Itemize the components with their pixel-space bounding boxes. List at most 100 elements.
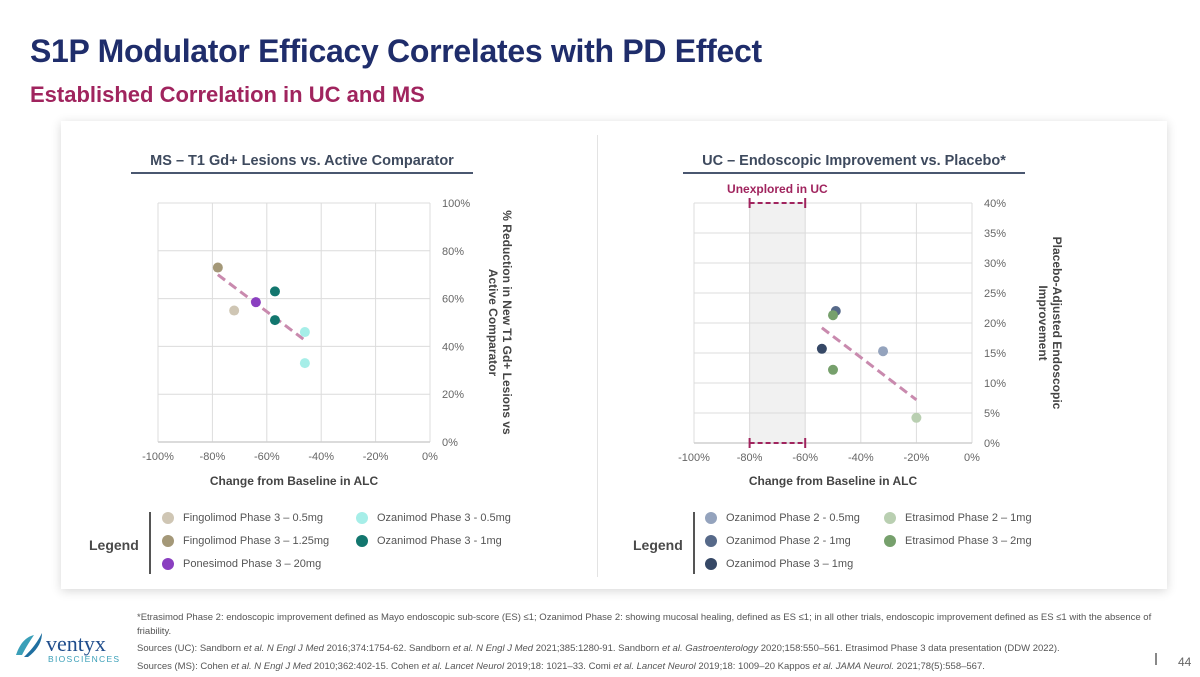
- y-axis-label-line: Active Comparator: [486, 269, 500, 377]
- sources-uc: Sources (UC): Sandborn et al. N Engl J M…: [137, 642, 1167, 656]
- ms-legend-title: Legend: [89, 537, 139, 553]
- y-tick-label: 5%: [984, 408, 1000, 420]
- footnotes: *Etrasimod Phase 2: endoscopic improveme…: [137, 611, 1167, 677]
- y-axis-label: Placebo-Adjusted EndoscopicImprovement: [1036, 237, 1064, 410]
- legend-item: Etrasimod Phase 2 – 1mg: [884, 512, 1032, 524]
- legend-swatch: [356, 535, 368, 547]
- data-point: [250, 297, 261, 308]
- data-point: [816, 343, 827, 354]
- legend-swatch: [162, 512, 174, 524]
- ms-chart-title-underline: [131, 172, 473, 174]
- x-tick-label: -40%: [308, 451, 334, 463]
- card-divider: [597, 135, 598, 577]
- uc-chart-title-underline: [683, 172, 1025, 174]
- x-tick-label: -20%: [904, 452, 930, 464]
- sources-uc-label: Sources (UC):: [137, 643, 200, 654]
- legend-item-label: Fingolimod Phase 3 – 1.25mg: [183, 535, 330, 547]
- legend-item-label: Ponesimod Phase 3 – 20mg: [183, 558, 322, 570]
- page-number: 44: [1178, 655, 1192, 669]
- y-tick-label: 0%: [442, 437, 458, 449]
- x-tick-label: -100%: [142, 451, 174, 463]
- uc-chart-title: UC – Endoscopic Improvement vs. Placebo*: [702, 153, 1006, 169]
- source-fragment: et al. Gastroenterology: [661, 643, 759, 654]
- legend-item: Fingolimod Phase 3 – 1.25mg: [162, 535, 329, 547]
- y-tick-label: 40%: [442, 341, 464, 353]
- sources-ms-text: Cohen et al. N Engl J Med 2010;362:402-1…: [200, 661, 985, 672]
- x-tick-label: -60%: [254, 451, 280, 463]
- y-axis-label-line: % Reduction in New T1 Gd+ Lesions vs: [500, 210, 514, 435]
- legend-item-label: Ozanimod Phase 3 - 1mg: [377, 535, 502, 547]
- x-tick-label: -40%: [848, 452, 874, 464]
- uc-legend-title: Legend: [633, 537, 683, 553]
- logo-tagline: BIOSCIENCES: [48, 654, 120, 664]
- ms-chart: -100% -80% -60% -40% -20% 0% 0% 20% 40% 60% 80% 100…: [142, 198, 514, 488]
- page-subtitle: Established Correlation in UC and MS: [30, 82, 425, 107]
- sources-uc-text: Sandborn et al. N Engl J Med 2016;374:17…: [200, 643, 1060, 654]
- data-point: [299, 327, 310, 338]
- ms-chart-title: MS – T1 Gd+ Lesions vs. Active Comparato…: [150, 153, 454, 169]
- uc-chart: -100% -80% -60% -40% -20% 0% 0% 5% 10% 15% 20% 25% 3…: [678, 182, 1064, 488]
- y-tick-label: 15%: [984, 348, 1006, 360]
- unexplored-label: Unexplored in UC: [727, 182, 828, 196]
- y-tick-label: 35%: [984, 228, 1006, 240]
- legend-swatch: [705, 512, 717, 524]
- source-fragment: Cohen: [200, 660, 231, 672]
- x-tick-label: -80%: [200, 451, 226, 463]
- y-axis-label-line: Placebo-Adjusted Endoscopic: [1050, 237, 1064, 410]
- trendline: [216, 273, 305, 341]
- data-point: [269, 315, 280, 326]
- company-logo: ventyx BIOSCIENCES: [12, 629, 124, 670]
- trendline: [820, 326, 918, 401]
- legend-item-label: Etrasimod Phase 2 – 1mg: [905, 512, 1032, 524]
- uc-legend-divider: [693, 512, 695, 574]
- legend-item: Ozanimod Phase 2 - 0.5mg: [705, 512, 860, 524]
- legend-item: Ozanimod Phase 3 - 1mg: [356, 535, 502, 547]
- source-fragment: 2010;362:402-15. Cohen: [311, 660, 422, 672]
- x-tick-label: -100%: [678, 452, 710, 464]
- x-axis-label: Change from Baseline in ALC: [210, 474, 379, 488]
- y-tick-label: 80%: [442, 246, 464, 258]
- page-title: S1P Modulator Efficacy Correlates with P…: [30, 33, 762, 69]
- sources-ms: Sources (MS): Cohen et al. N Engl J Med …: [137, 660, 1167, 674]
- x-tick-label: -80%: [737, 452, 763, 464]
- source-fragment: Sandborn: [199, 643, 244, 654]
- legend-item-label: Ozanimod Phase 3 - 0.5mg: [377, 512, 511, 524]
- y-tick-label: 30%: [984, 258, 1006, 270]
- x-axis-label: Change from Baseline in ALC: [749, 474, 918, 488]
- source-fragment: et al. JAMA Neurol.: [812, 660, 895, 672]
- legend-swatch: [356, 512, 368, 524]
- source-fragment: 2019;18: 1009–20 Kappos: [695, 660, 813, 672]
- legend-item: Ozanimod Phase 3 - 0.5mg: [356, 512, 511, 524]
- ms-legend-divider: [149, 512, 151, 574]
- legend-swatch: [162, 558, 174, 570]
- legend-item-label: Fingolimod Phase 3 – 0.5mg: [183, 512, 324, 524]
- data-point: [229, 305, 240, 316]
- x-tick-label: -60%: [792, 452, 818, 464]
- legend-item-label: Ozanimod Phase 2 - 0.5mg: [726, 512, 860, 524]
- y-axis-label: % Reduction in New T1 Gd+ Lesions vsActi…: [486, 210, 514, 435]
- source-fragment: et al. Lancet Neurol: [421, 660, 505, 672]
- legend-item: Fingolimod Phase 3 – 0.5mg: [162, 512, 323, 524]
- y-axis-label-line: Improvement: [1036, 285, 1050, 360]
- logo-mark-icon: [16, 633, 42, 657]
- y-tick-label: 60%: [442, 294, 464, 306]
- x-tick-label: 0%: [964, 452, 980, 464]
- y-tick-label: 0%: [984, 438, 1000, 450]
- source-fragment: 2021;78(5):558–567.: [894, 660, 985, 672]
- data-point: [828, 364, 838, 375]
- source-fragment: 2016;374:1754-62. Sandborn: [323, 643, 453, 654]
- data-point: [911, 412, 922, 423]
- data-point: [212, 262, 223, 273]
- legend-swatch: [162, 535, 174, 547]
- data-point: [878, 346, 889, 357]
- legend-item: Ponesimod Phase 3 – 20mg: [162, 558, 321, 570]
- source-fragment: 2021;385:1280-91. Sandborn: [533, 643, 662, 654]
- source-fragment: et al. Lancet Neurol: [613, 660, 696, 672]
- y-tick-label: 25%: [984, 288, 1006, 300]
- legend-item: Etrasimod Phase 3 – 2mg: [884, 535, 1032, 547]
- data-point: [269, 286, 280, 297]
- footnote-asterisk: *Etrasimod Phase 2: endoscopic improveme…: [137, 612, 1152, 637]
- legend-item-label: Ozanimod Phase 3 – 1mg: [726, 558, 854, 570]
- y-tick-label: 100%: [442, 198, 470, 210]
